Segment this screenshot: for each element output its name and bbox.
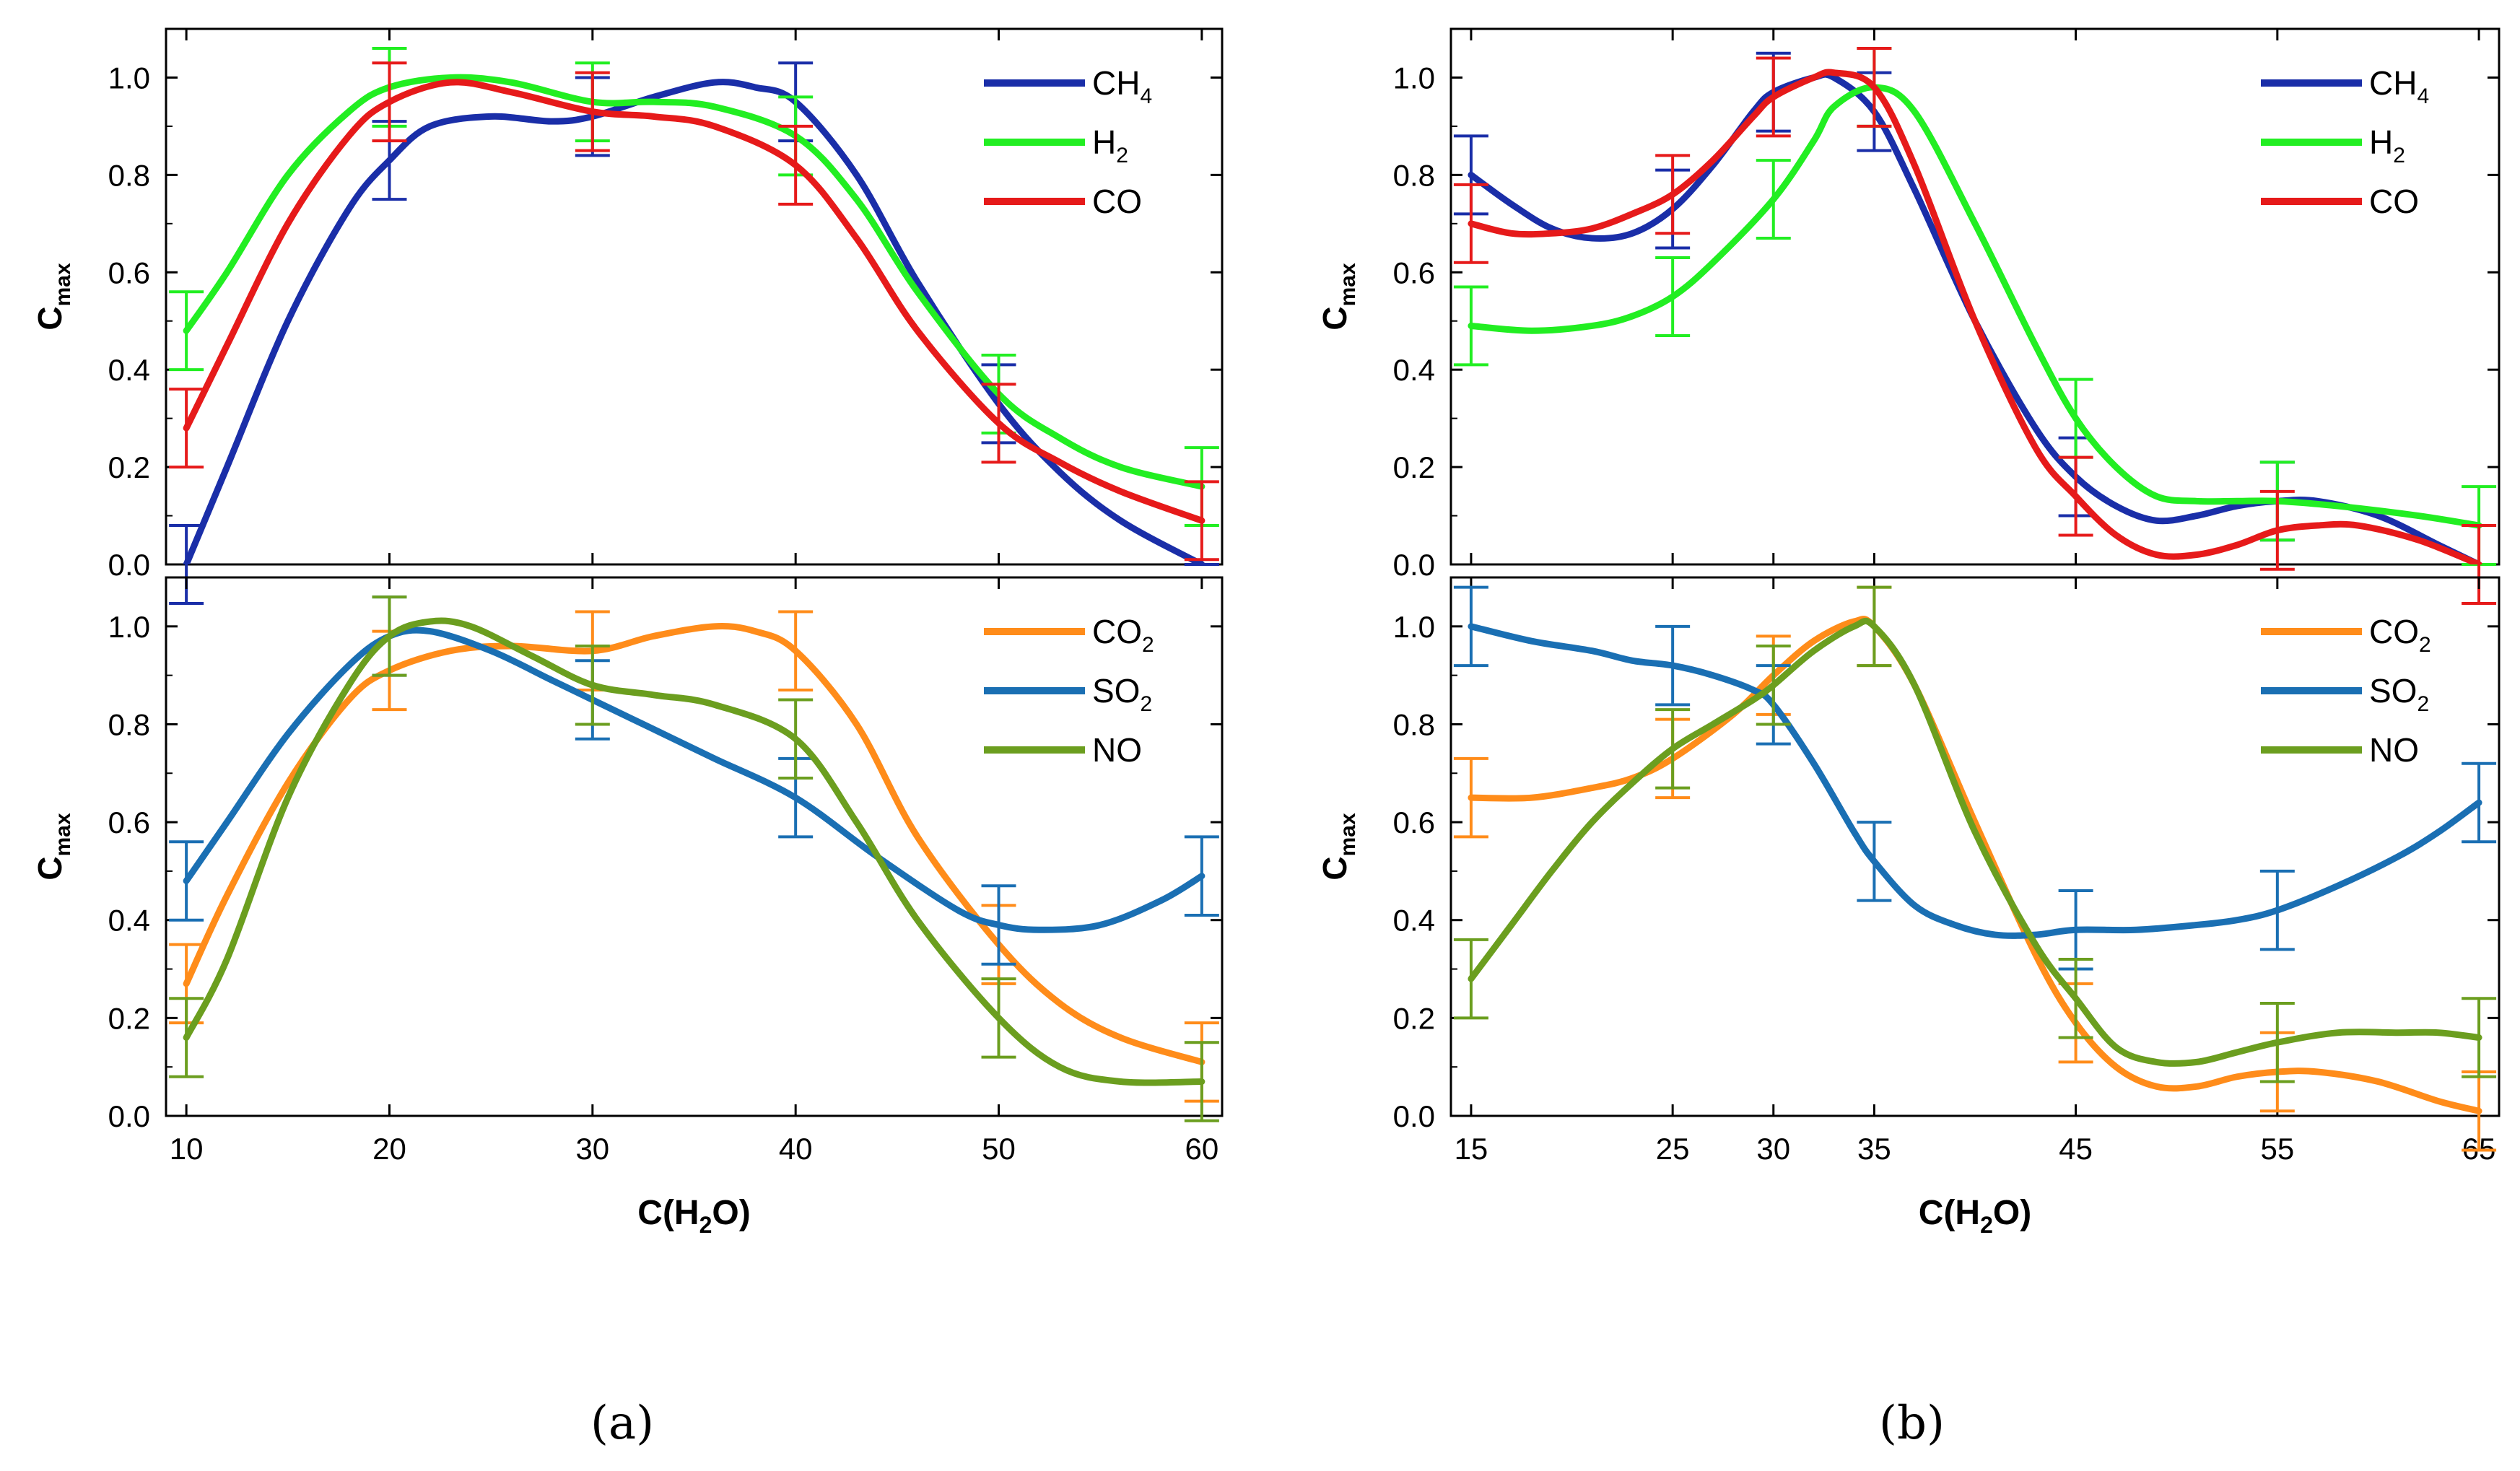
legend-label: H2 bbox=[2369, 123, 2405, 167]
x-tick-label: 15 bbox=[1455, 1132, 1488, 1166]
x-tick-label: 25 bbox=[1656, 1132, 1690, 1166]
y-axis-label: Cmax bbox=[31, 263, 75, 331]
x-tick-label: 55 bbox=[2260, 1132, 2294, 1166]
y-tick-label: 0.2 bbox=[1393, 450, 1435, 484]
legend-label: SO2 bbox=[2369, 672, 2429, 716]
y-tick-label: 0.8 bbox=[108, 707, 150, 741]
series-line-co bbox=[183, 79, 1205, 524]
panel-a-bottom: 0.0 0.2 0.4 0.6 0.8 1.0 10 20 30 40 50 60 Cmax C(H2O)… bbox=[31, 576, 1224, 1238]
series-line-so2 bbox=[183, 627, 1205, 933]
x-tick-label: 50 bbox=[982, 1132, 1016, 1166]
x-tick-label: 60 bbox=[1185, 1132, 1219, 1166]
x-axis-label: C(H2O) bbox=[637, 1194, 750, 1238]
y-tick-label: 0.0 bbox=[108, 1099, 150, 1133]
y-tick-label: 0.6 bbox=[1393, 806, 1435, 839]
y-tick-label: 0.8 bbox=[1393, 707, 1435, 741]
y-tick-label: 0.6 bbox=[108, 256, 150, 289]
y-tick-label: 0.6 bbox=[108, 806, 150, 839]
y-tick-label: 0.4 bbox=[1393, 904, 1435, 938]
y-axis-label: Cmax bbox=[1316, 813, 1360, 881]
series-line-ch4 bbox=[183, 79, 1205, 564]
panel-b-top: 0.0 0.2 0.4 0.6 0.8 1.0 Cmax CH4 H2 CO bbox=[1316, 27, 2501, 605]
y-tick-label: 0.0 bbox=[108, 548, 150, 582]
legend-label: CO2 bbox=[1092, 613, 1154, 657]
x-tick-label: 30 bbox=[1756, 1132, 1790, 1166]
y-tick-label: 0.0 bbox=[1393, 548, 1435, 582]
y-tick-label: 0.0 bbox=[1393, 1099, 1435, 1133]
y-tick-label: 0.6 bbox=[1393, 256, 1435, 289]
legend-label: NO bbox=[2369, 731, 2419, 769]
x-tick-label: 30 bbox=[575, 1132, 609, 1166]
plot-frame bbox=[1449, 576, 2501, 1117]
panel-b-bottom: 0.00.20.40.60.81.015253035455565CmaxC(H2… bbox=[1316, 576, 2501, 1238]
plot-frame bbox=[165, 576, 1224, 1117]
y-tick-label: 1.0 bbox=[108, 610, 150, 644]
series-line-co2 bbox=[1468, 616, 2482, 1114]
y-tick-label: 0.4 bbox=[1393, 353, 1435, 387]
x-tick-label: 35 bbox=[1857, 1132, 1891, 1166]
y-tick-label: 0.8 bbox=[1393, 158, 1435, 192]
y-tick-label: 0.8 bbox=[108, 158, 150, 192]
legend-label: SO2 bbox=[1092, 672, 1152, 716]
legend-label: NO bbox=[1092, 731, 1142, 769]
legend-label: CO bbox=[1092, 183, 1142, 220]
caption-a: (a) bbox=[590, 1397, 655, 1450]
y-tick-label: 1.0 bbox=[108, 61, 150, 95]
y-tick-label: 0.4 bbox=[108, 904, 150, 938]
x-tick-label: 20 bbox=[372, 1132, 406, 1166]
panel-a-top: 0.0 0.2 0.4 0.6 0.8 1.0 Cmax CH4 H2 CO bbox=[31, 27, 1224, 605]
series-line-no bbox=[1468, 617, 2482, 1068]
y-tick-label: 0.2 bbox=[1393, 1001, 1435, 1035]
series-line-so2 bbox=[1468, 623, 2482, 939]
legend-label: CO bbox=[2369, 183, 2419, 220]
caption-b: (b) bbox=[1879, 1397, 1945, 1450]
x-tick-label: 10 bbox=[170, 1132, 204, 1166]
y-tick-label: 0.4 bbox=[108, 353, 150, 387]
plot-frame bbox=[1449, 27, 2501, 566]
legend-label: H2 bbox=[1092, 123, 1128, 167]
legend-label: CH4 bbox=[2369, 64, 2429, 108]
y-axis-label: Cmax bbox=[31, 813, 75, 881]
x-tick-label: 40 bbox=[779, 1132, 813, 1166]
plot-frame bbox=[165, 27, 1224, 566]
y-axis-label: Cmax bbox=[1316, 263, 1360, 331]
series-line-h2 bbox=[1468, 84, 2482, 529]
y-tick-label: 0.2 bbox=[108, 1001, 150, 1035]
y-tick-label: 1.0 bbox=[1393, 610, 1435, 644]
legend-label: CH4 bbox=[1092, 64, 1152, 108]
y-tick-label: 0.2 bbox=[108, 450, 150, 484]
legend-label: CO2 bbox=[2369, 613, 2431, 657]
x-tick-label: 45 bbox=[2059, 1132, 2093, 1166]
x-axis-label: C(H2O) bbox=[1919, 1194, 2031, 1238]
y-tick-label: 1.0 bbox=[1393, 61, 1435, 95]
series-line-h2 bbox=[183, 74, 1205, 490]
